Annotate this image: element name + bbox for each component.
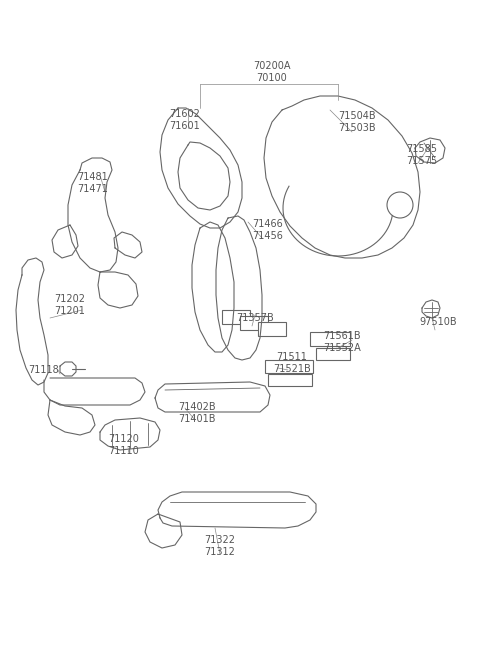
Bar xyxy=(316,348,350,360)
Text: 71357B: 71357B xyxy=(236,313,274,323)
Text: 71481
71471: 71481 71471 xyxy=(78,172,108,194)
Text: 71561B
71552A: 71561B 71552A xyxy=(323,331,361,353)
Text: 71402B
71401B: 71402B 71401B xyxy=(178,402,216,424)
Bar xyxy=(258,322,286,336)
Text: 71202
71201: 71202 71201 xyxy=(55,294,85,316)
Text: 71120
71110: 71120 71110 xyxy=(108,434,139,456)
Text: 71466
71456: 71466 71456 xyxy=(252,219,283,241)
Text: 70200A
70100: 70200A 70100 xyxy=(253,61,291,83)
Bar xyxy=(222,310,250,324)
Text: 71322
71312: 71322 71312 xyxy=(204,535,236,557)
Bar xyxy=(240,316,268,330)
Text: 71602
71601: 71602 71601 xyxy=(169,109,201,131)
Bar xyxy=(310,332,350,346)
Text: 71504B
71503B: 71504B 71503B xyxy=(338,111,376,133)
Bar xyxy=(265,360,313,373)
Text: 97510B: 97510B xyxy=(419,317,457,327)
Bar xyxy=(268,374,312,386)
Text: 71511
71521B: 71511 71521B xyxy=(273,352,311,374)
Text: 71118: 71118 xyxy=(29,365,60,375)
Text: 71585
71575: 71585 71575 xyxy=(407,144,438,166)
